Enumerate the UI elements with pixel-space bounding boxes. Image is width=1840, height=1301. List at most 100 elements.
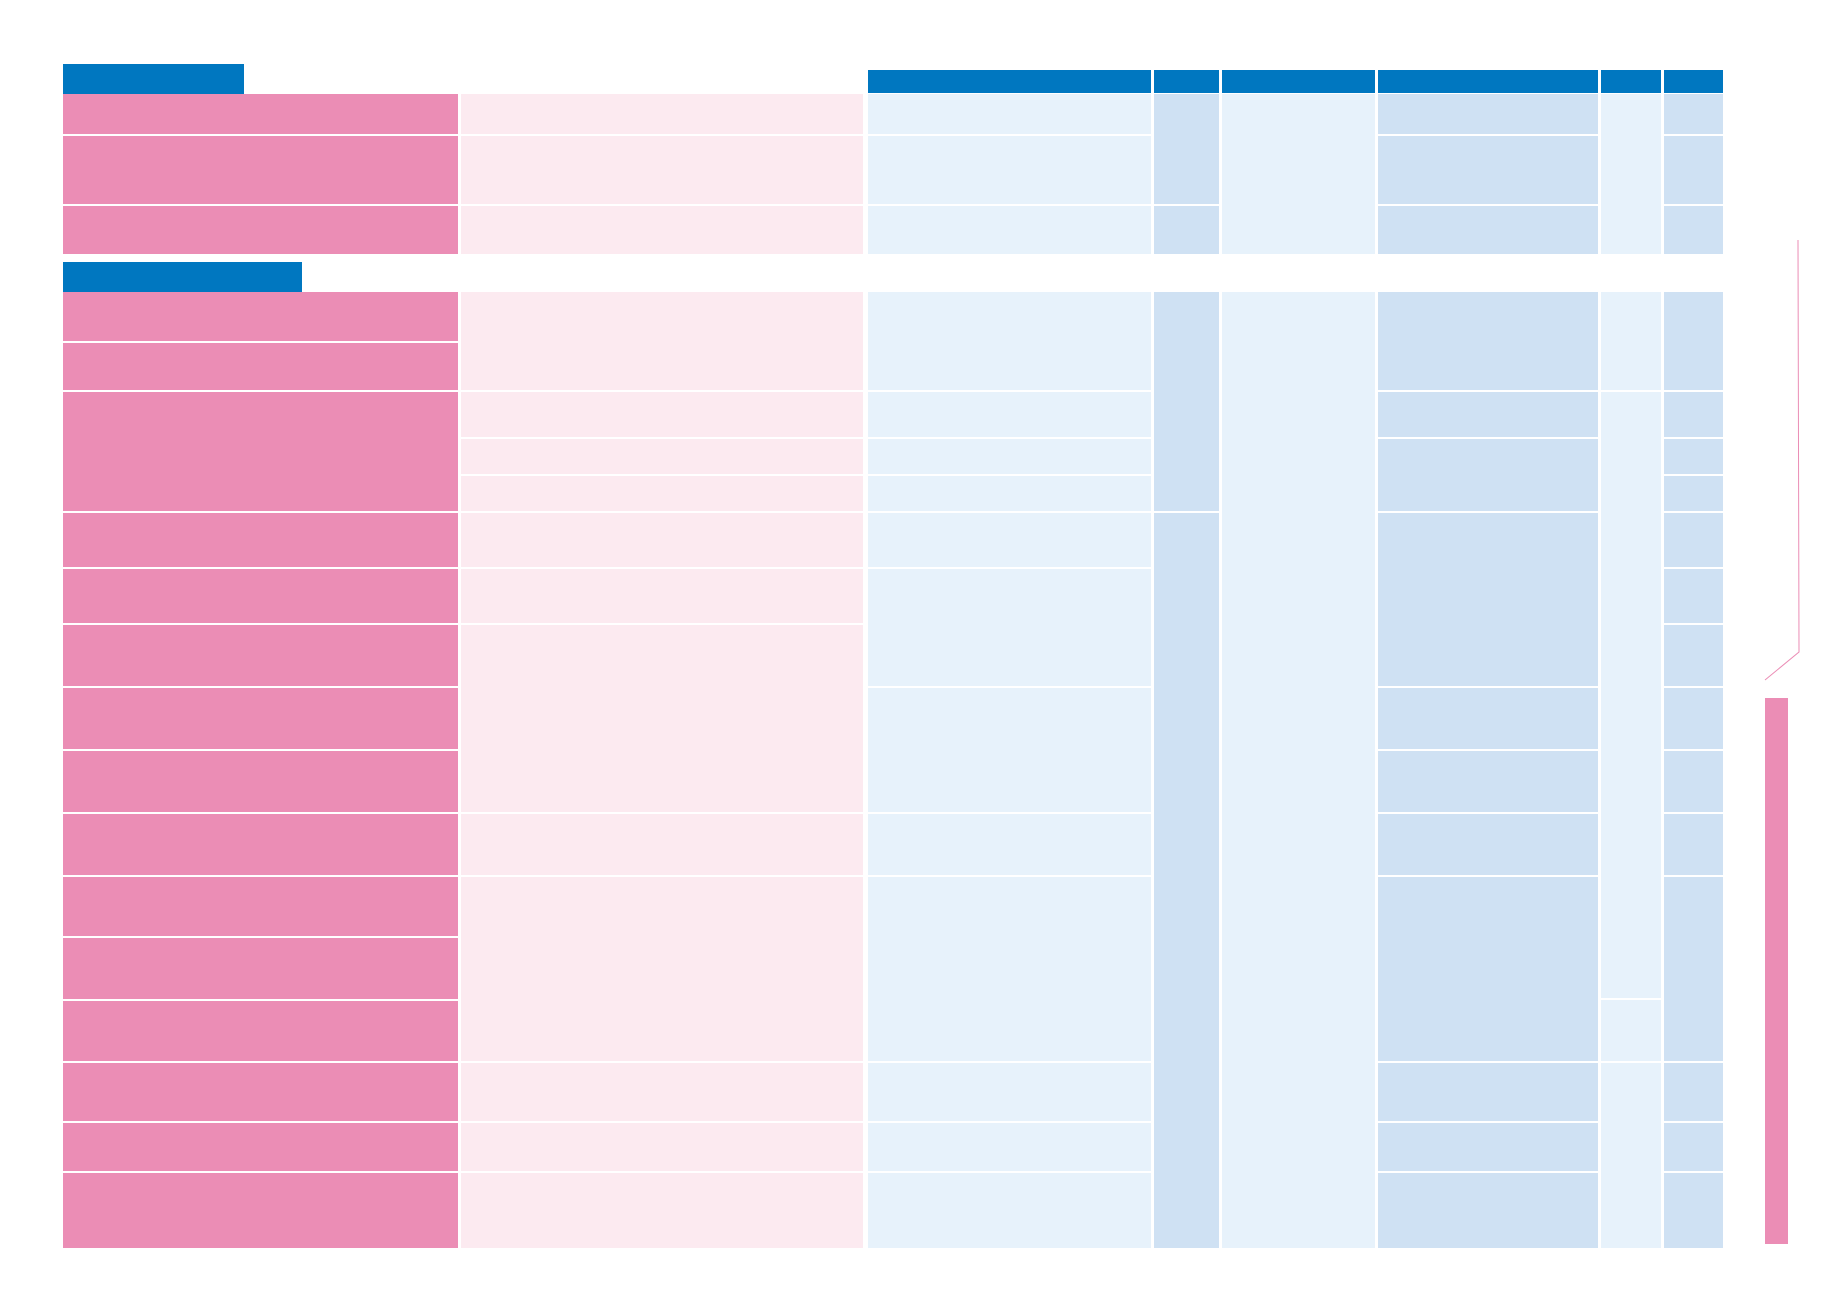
- section-2-data-cell[interactable]: [1664, 751, 1723, 812]
- section-2-data-cell[interactable]: [1222, 292, 1375, 1248]
- section-2-entry-cell[interactable]: [461, 877, 863, 1061]
- column-header-5: [1601, 70, 1661, 93]
- section-1-data-cell[interactable]: [1664, 94, 1723, 134]
- section-2-entry-cell[interactable]: [461, 392, 863, 437]
- section-2-data-cell[interactable]: [868, 1063, 1151, 1121]
- section-1-data-cell[interactable]: [1154, 206, 1219, 254]
- section-1-data-cell[interactable]: [1664, 136, 1723, 204]
- section-2-row-label: [63, 292, 458, 341]
- section-2-entry-cell[interactable]: [461, 292, 863, 390]
- section-2-data-cell[interactable]: [1664, 814, 1723, 875]
- section-2-data-cell[interactable]: [1664, 513, 1723, 567]
- section-2-row-label: [63, 625, 458, 686]
- section-2-row-label: [63, 688, 458, 749]
- section-2-row-label: [63, 814, 458, 875]
- section-2-data-cell[interactable]: [1664, 569, 1723, 623]
- section-2-data-cell[interactable]: [868, 439, 1151, 474]
- section-2-data-cell[interactable]: [868, 292, 1151, 390]
- column-header-3: [1222, 70, 1375, 93]
- section-2-data-cell[interactable]: [1154, 513, 1219, 1248]
- section-2-data-cell[interactable]: [1378, 392, 1598, 437]
- section-1-data-cell[interactable]: [1378, 206, 1598, 254]
- section-2-row-label: [63, 1001, 458, 1061]
- section-1-data-cell[interactable]: [1601, 94, 1661, 254]
- section-2-data-cell[interactable]: [868, 1173, 1151, 1248]
- section-2-data-cell[interactable]: [1378, 1063, 1598, 1121]
- section-2-data-cell[interactable]: [1601, 1000, 1661, 1061]
- section-2-tab: [63, 262, 302, 292]
- section-1-row-label: [63, 136, 458, 204]
- section-2-data-cell[interactable]: [1378, 751, 1598, 812]
- section-2-data-cell[interactable]: [868, 569, 1151, 686]
- section-2-data-cell[interactable]: [1378, 292, 1598, 390]
- section-2-row-label: [63, 1123, 458, 1171]
- section-2-data-cell[interactable]: [1664, 1173, 1723, 1248]
- side-bar: [1765, 698, 1788, 1244]
- section-2-data-cell[interactable]: [1664, 688, 1723, 749]
- section-2-data-cell[interactable]: [868, 688, 1151, 812]
- section-2-row-label: [63, 938, 458, 999]
- section-1-data-cell[interactable]: [868, 94, 1151, 134]
- section-2-data-cell[interactable]: [868, 513, 1151, 567]
- section-2-data-cell[interactable]: [1601, 392, 1661, 998]
- section-2-data-cell[interactable]: [1664, 392, 1723, 437]
- section-2-entry-cell[interactable]: [461, 1173, 863, 1248]
- section-1-row-label: [63, 206, 458, 254]
- section-2-data-cell[interactable]: [1664, 625, 1723, 686]
- section-2-row-label: [63, 392, 458, 511]
- section-2-entry-cell[interactable]: [461, 625, 863, 812]
- section-2-entry-cell[interactable]: [461, 439, 863, 474]
- section-1-entry-cell[interactable]: [461, 94, 863, 134]
- section-1-data-cell[interactable]: [1154, 94, 1219, 204]
- section-2-row-label: [63, 877, 458, 936]
- section-2-data-cell[interactable]: [1664, 1123, 1723, 1171]
- section-1-data-cell[interactable]: [1222, 94, 1375, 254]
- section-2-data-cell[interactable]: [1601, 1063, 1661, 1248]
- section-2-data-cell[interactable]: [1378, 814, 1598, 875]
- section-2-data-cell[interactable]: [868, 877, 1151, 1061]
- section-1-data-cell[interactable]: [1378, 94, 1598, 134]
- section-2-data-cell[interactable]: [868, 476, 1151, 511]
- section-2-data-cell[interactable]: [1664, 877, 1723, 1061]
- column-header-2: [1154, 70, 1219, 93]
- section-2-entry-cell[interactable]: [461, 513, 863, 567]
- section-2-entry-cell[interactable]: [461, 1063, 863, 1121]
- section-2-data-cell[interactable]: [1378, 1173, 1598, 1248]
- section-1-data-cell[interactable]: [1378, 136, 1598, 204]
- section-1-data-cell[interactable]: [868, 206, 1151, 254]
- section-2-row-label: [63, 569, 458, 623]
- section-2-entry-cell[interactable]: [461, 476, 863, 511]
- section-2-data-cell[interactable]: [1378, 1123, 1598, 1171]
- section-2-row-label: [63, 751, 458, 812]
- column-header-4: [1378, 70, 1598, 93]
- section-2-data-cell[interactable]: [868, 1123, 1151, 1171]
- section-1-entry-cell[interactable]: [461, 206, 863, 254]
- section-2-entry-cell[interactable]: [461, 569, 863, 623]
- section-2-data-cell[interactable]: [868, 814, 1151, 875]
- section-2-row-label: [63, 1063, 458, 1121]
- section-2-data-cell[interactable]: [868, 392, 1151, 437]
- section-2-data-cell[interactable]: [1378, 439, 1598, 511]
- section-2-row-label: [63, 1173, 458, 1248]
- section-2-entry-cell[interactable]: [461, 814, 863, 875]
- section-1-row-label: [63, 94, 458, 134]
- section-2-data-cell[interactable]: [1664, 439, 1723, 474]
- section-2-data-cell[interactable]: [1664, 292, 1723, 390]
- column-header-1: [868, 70, 1151, 93]
- section-2-data-cell[interactable]: [1378, 513, 1598, 686]
- section-2-data-cell[interactable]: [1664, 476, 1723, 511]
- section-2-data-cell[interactable]: [1378, 877, 1598, 1061]
- section-1-tab: [63, 64, 244, 94]
- section-1-data-cell[interactable]: [1664, 206, 1723, 254]
- section-2-row-label: [63, 343, 458, 390]
- section-2-data-cell[interactable]: [1378, 688, 1598, 749]
- section-2-data-cell[interactable]: [1154, 292, 1219, 511]
- section-2-entry-cell[interactable]: [461, 1123, 863, 1171]
- section-1-data-cell[interactable]: [868, 136, 1151, 204]
- section-2-data-cell[interactable]: [1664, 1063, 1723, 1121]
- section-2-row-label: [63, 513, 458, 567]
- section-1-entry-cell[interactable]: [461, 136, 863, 204]
- section-2-data-cell[interactable]: [1601, 292, 1661, 390]
- column-header-6: [1664, 70, 1723, 93]
